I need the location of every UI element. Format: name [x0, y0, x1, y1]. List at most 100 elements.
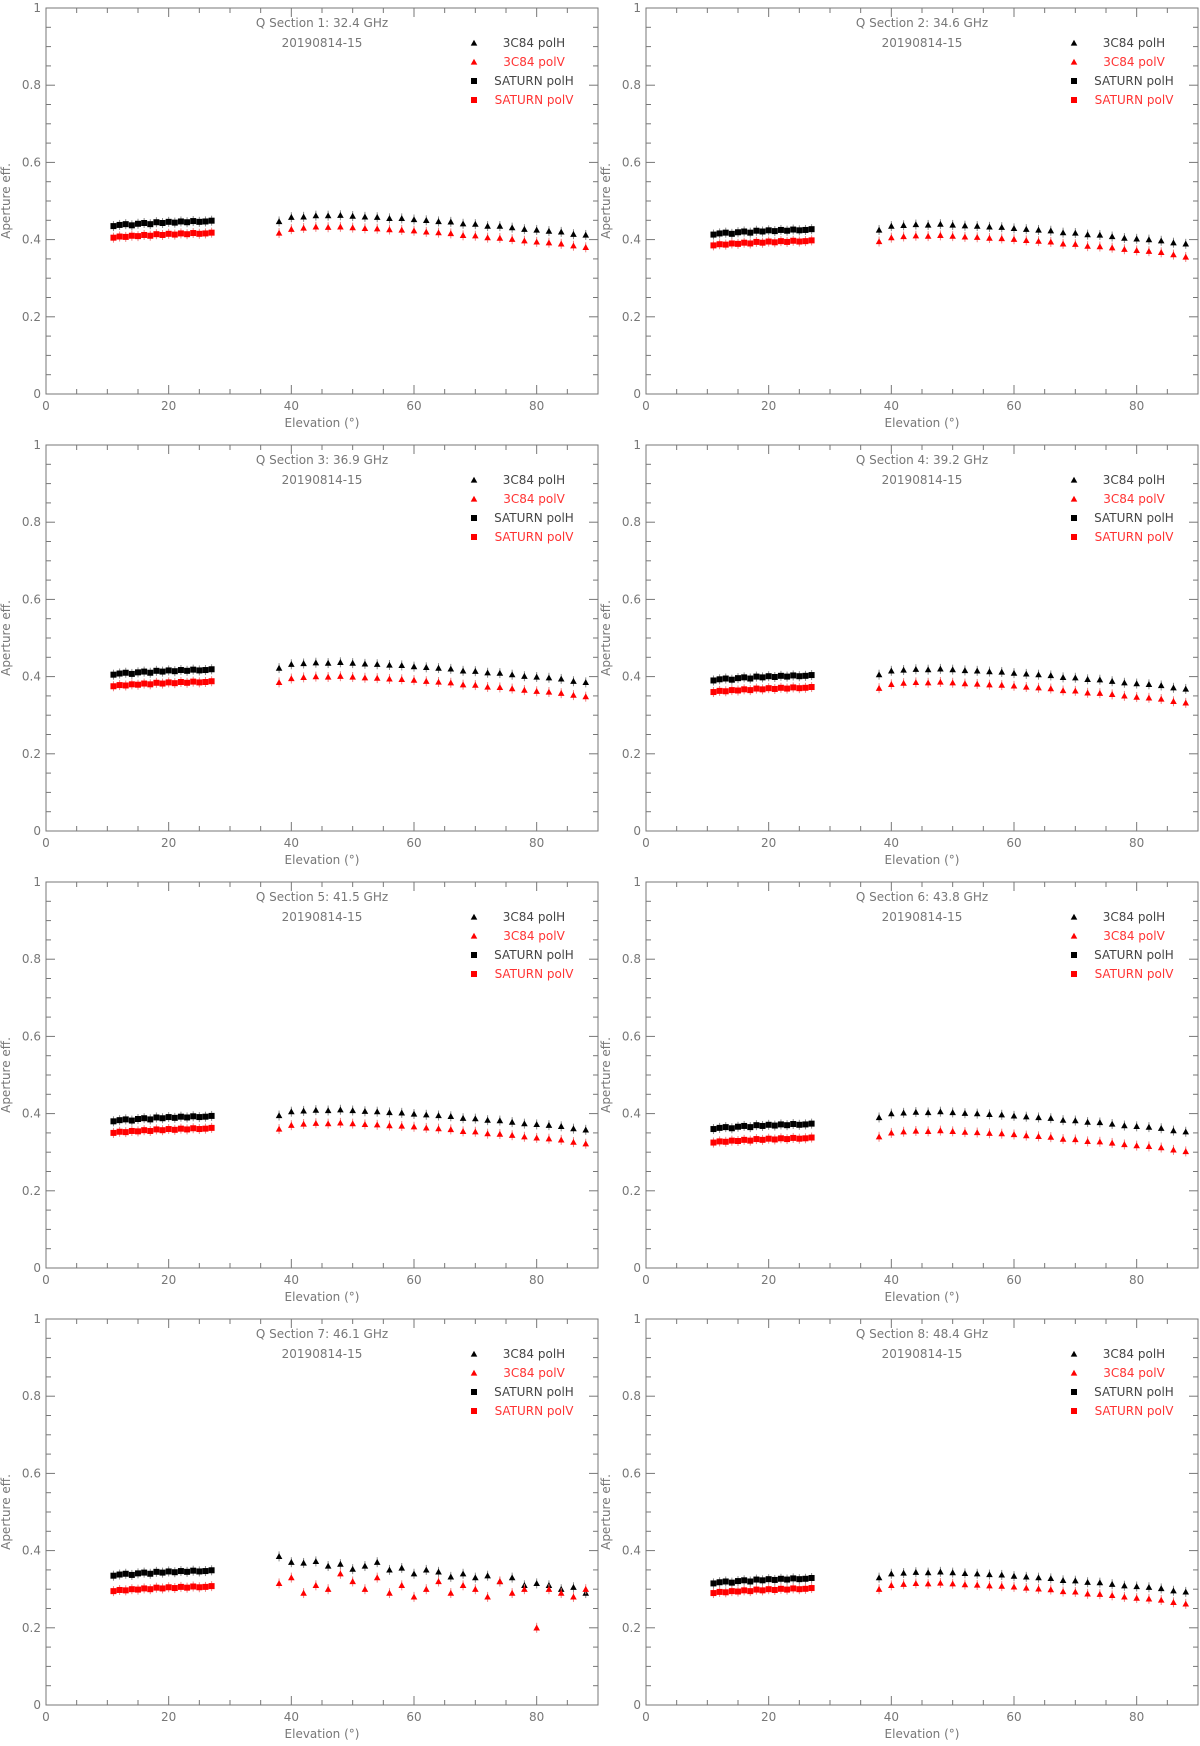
- data-point: [875, 238, 883, 245]
- legend-marker: [471, 1408, 477, 1414]
- data-point: [1022, 225, 1030, 232]
- data-point: [759, 1136, 766, 1143]
- data-point: [337, 672, 344, 679]
- data-point: [796, 227, 803, 234]
- data-point: [570, 1138, 577, 1145]
- data-point: [1084, 1590, 1091, 1597]
- data-point: [1047, 672, 1055, 679]
- data-point: [361, 674, 369, 681]
- data-point: [986, 1571, 993, 1578]
- legend-marker: [1071, 1408, 1077, 1414]
- data-point: [484, 222, 491, 229]
- data-point: [570, 691, 577, 698]
- data-point: [116, 1128, 123, 1135]
- data-point: [1157, 1124, 1165, 1131]
- data-point: [373, 225, 381, 232]
- data-point: [1121, 245, 1128, 252]
- data-point: [924, 232, 932, 239]
- data-point: [1182, 1148, 1190, 1155]
- data-point: [177, 1125, 184, 1132]
- data-point: [521, 225, 528, 232]
- data-point: [165, 1584, 172, 1591]
- data-point: [1022, 1584, 1030, 1591]
- y-tick-label: 1: [633, 1, 641, 15]
- data-point: [796, 1586, 803, 1593]
- x-tick-label: 0: [42, 1273, 50, 1287]
- data-point: [324, 1562, 332, 1569]
- series-3c84-polv: [875, 1578, 1190, 1609]
- data-point: [1182, 1128, 1190, 1135]
- data-point: [184, 1114, 191, 1121]
- data-point: [447, 218, 455, 225]
- chart-title: Q Section 5: 41.5 GHz: [256, 890, 388, 904]
- data-point: [202, 679, 209, 686]
- x-axis-label: Elevation (°): [885, 853, 960, 867]
- chart-title: Q Section 8: 48.4 GHz: [856, 1327, 988, 1341]
- data-point: [147, 669, 154, 676]
- data-point: [521, 672, 528, 679]
- series-saturn-polv: [710, 1132, 815, 1148]
- y-tick-label: 0.6: [22, 592, 41, 606]
- data-point: [1047, 1133, 1055, 1140]
- data-point: [949, 679, 956, 686]
- data-point: [1059, 1577, 1067, 1583]
- data-point: [1133, 247, 1140, 254]
- data-point: [184, 679, 191, 686]
- data-point: [184, 1568, 191, 1575]
- data-point: [765, 685, 772, 692]
- y-tick-label: 0.8: [622, 952, 641, 966]
- data-point: [1182, 253, 1190, 260]
- y-tick-label: 0.4: [622, 233, 641, 247]
- series-3c84-polh: [875, 663, 1190, 694]
- data-point: [900, 666, 907, 673]
- data-point: [912, 1580, 920, 1587]
- data-point: [1170, 1587, 1177, 1594]
- data-point: [202, 1568, 209, 1575]
- data-point: [582, 1140, 590, 1147]
- y-tick-label: 0.2: [622, 1621, 641, 1635]
- data-point: [808, 237, 815, 244]
- data-point: [361, 1121, 369, 1128]
- legend-label: 3C84 polH: [1103, 473, 1165, 487]
- series-saturn-polh: [110, 664, 215, 680]
- legend-marker: [471, 78, 477, 84]
- data-point: [582, 693, 590, 700]
- data-point: [141, 220, 148, 227]
- y-tick-label: 0.6: [22, 1029, 41, 1043]
- data-point: [324, 223, 332, 230]
- x-tick-label: 20: [761, 399, 776, 413]
- y-tick-label: 0.4: [22, 1107, 41, 1121]
- data-point: [1170, 1146, 1177, 1153]
- data-point: [153, 1568, 160, 1575]
- x-axis-label: Elevation (°): [885, 1290, 960, 1304]
- data-point: [784, 238, 791, 245]
- data-point: [1072, 1117, 1079, 1124]
- data-point: [300, 1559, 307, 1566]
- data-point: [949, 1128, 956, 1134]
- chart-subtitle: 20190814-15: [882, 473, 963, 487]
- data-point: [888, 1582, 895, 1588]
- data-point: [116, 1586, 123, 1593]
- y-tick-label: 1: [33, 875, 41, 889]
- x-tick-label: 60: [406, 399, 421, 413]
- x-tick-label: 80: [529, 399, 544, 413]
- data-point: [759, 686, 766, 693]
- y-tick-label: 0: [33, 387, 41, 401]
- data-point: [128, 1586, 135, 1593]
- legend-label: 3C84 polH: [503, 36, 565, 50]
- data-point: [312, 1558, 320, 1565]
- data-point: [110, 671, 117, 678]
- legend-label: SATURN polV: [495, 967, 575, 981]
- data-point: [949, 232, 956, 239]
- data-point: [422, 228, 430, 235]
- data-point: [159, 1585, 166, 1592]
- data-point: [582, 679, 590, 686]
- data-point: [961, 222, 969, 229]
- data-point: [1022, 683, 1030, 690]
- data-point: [924, 1569, 932, 1576]
- data-point: [961, 1128, 969, 1135]
- data-point: [312, 1582, 320, 1588]
- x-tick-label: 60: [406, 836, 421, 850]
- y-tick-label: 0: [633, 1698, 641, 1712]
- data-point: [447, 679, 455, 686]
